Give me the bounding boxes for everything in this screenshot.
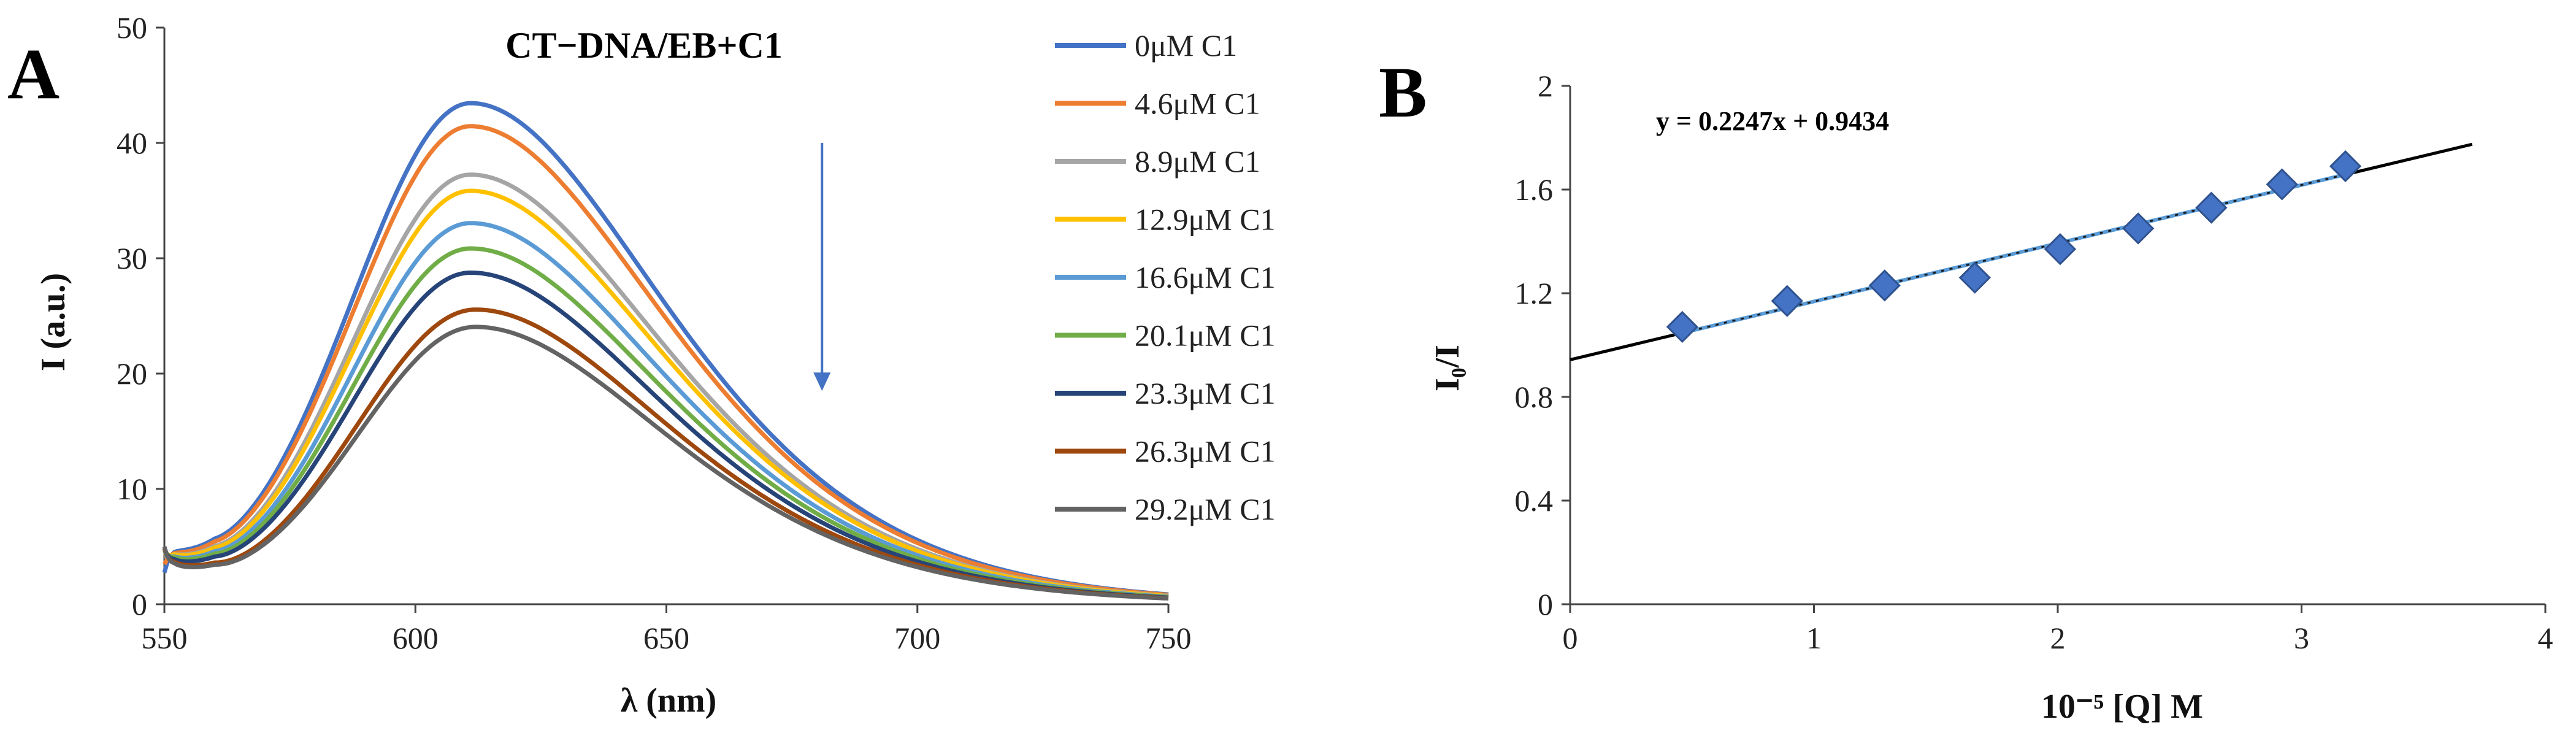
- chart-a-y-tick-label: 10: [117, 472, 147, 506]
- chart-a-y-tick-label: 30: [117, 241, 147, 275]
- chart-a-legend-label: 23.3μM C1: [1135, 376, 1276, 410]
- chart-a-y-tick-label: 20: [117, 356, 147, 391]
- chart-a-y-tick-label: 0: [132, 587, 147, 621]
- chart-a-y-tick-label: 40: [117, 126, 147, 160]
- chart-a-series-line: [163, 188, 1169, 599]
- chart-b-y-tick-label: 0: [1538, 587, 1553, 621]
- chart-b-data-point: [1868, 269, 1901, 302]
- chart-a-series-line: [162, 124, 1169, 597]
- chart-b-x-tick-label: 2: [2050, 621, 2066, 655]
- chart-b-data-point: [2329, 150, 2362, 183]
- chart-a-legend-label: 4.6μM C1: [1135, 86, 1260, 121]
- chart-a-arrow-annotation: [813, 143, 831, 391]
- panel-label-b: B: [1379, 52, 1427, 133]
- chart-b-data-point: [1771, 285, 1803, 317]
- chart-a-legend-label: 8.9μM C1: [1135, 144, 1260, 179]
- chart-a-axes: 0 10 20 30 40 50 550 600 650 700 750: [117, 10, 1192, 655]
- chart-b-data-point: [2266, 168, 2298, 201]
- chart-b-y-tick-label: 1.2: [1515, 276, 1554, 310]
- chart-b-points: [1666, 150, 2362, 344]
- chart-b-data-point: [1666, 310, 1698, 344]
- chart-b-axes: 0 0.4 0.8 1.2 1.6 2 0 1 2 3 4: [1515, 69, 2553, 655]
- chart-b-data-point: [2195, 191, 2228, 224]
- chart-a-x-tick-label: 750: [1146, 621, 1192, 655]
- chart-b: B 0 0.4 0.8 1.2 1.6 2 0 1 2 3 4 y = 0.2247x + 0.94…: [1379, 52, 2553, 726]
- chart-a-legend-label: 16.6μM C1: [1135, 260, 1276, 294]
- chart-a-legend-label: 0μM C1: [1135, 28, 1237, 63]
- chart-b-y-tick-label: 0.8: [1515, 380, 1554, 414]
- chart-b-y-tick-label: 0.4: [1515, 483, 1554, 518]
- chart-a-x-tick-label: 600: [393, 621, 439, 655]
- chart-a-legend-label: 12.9μM C1: [1135, 202, 1276, 237]
- chart-b-x-tick-label: 0: [1563, 621, 1578, 655]
- chart-b-equation: y = 0.2247x + 0.9434: [1656, 106, 1889, 136]
- chart-b-fit-lines: [1570, 142, 2473, 361]
- chart-a: A CT−DNA/EB+C1 0 10 20 30 40 50 550 600 650 700 75…: [7, 10, 1276, 720]
- chart-a-x-tick-label: 700: [894, 621, 940, 655]
- chart-a-series: [162, 101, 1169, 601]
- chart-a-x-tick-label: 650: [643, 621, 689, 655]
- chart-b-x-axis-label: 10⁻⁵ [Q] M: [2041, 688, 2203, 726]
- chart-a-x-tick-label: 550: [142, 621, 188, 655]
- chart-a-legend-label: 29.2μM C1: [1135, 492, 1276, 526]
- chart-a-legend: 0μM C1 4.6μM C1 8.9μM C1 12.9μM C1 16.6μM C1…: [1055, 28, 1276, 526]
- chart-b-data-point: [1958, 261, 1991, 294]
- chart-a-x-axis-label: λ (nm): [621, 682, 717, 720]
- chart-a-y-axis-label: I (a.u.): [34, 273, 72, 371]
- chart-b-y-axis-label: I₀/I: [1428, 345, 1466, 391]
- chart-a-series-line: [163, 221, 1169, 599]
- chart-a-title: CT−DNA/EB+C1: [505, 25, 783, 66]
- chart-b-x-tick-label: 3: [2294, 621, 2309, 655]
- chart-a-legend-label: 26.3μM C1: [1135, 434, 1276, 469]
- chart-a-arrow-head: [813, 372, 831, 391]
- panel-label-a: A: [7, 34, 59, 114]
- chart-a-legend-label: 20.1μM C1: [1135, 318, 1276, 353]
- chart-b-x-tick-label: 1: [1806, 621, 1822, 655]
- chart-b-y-tick-label: 2: [1538, 69, 1553, 103]
- chart-b-y-tick-label: 1.6: [1515, 172, 1554, 207]
- chart-b-data-point: [2122, 212, 2155, 245]
- chart-a-series-line: [164, 172, 1169, 598]
- chart-b-data-point: [2044, 233, 2077, 266]
- chart-a-y-tick-label: 50: [117, 10, 147, 45]
- chart-a-series-line: [162, 325, 1169, 601]
- chart-b-x-tick-label: 4: [2538, 621, 2553, 655]
